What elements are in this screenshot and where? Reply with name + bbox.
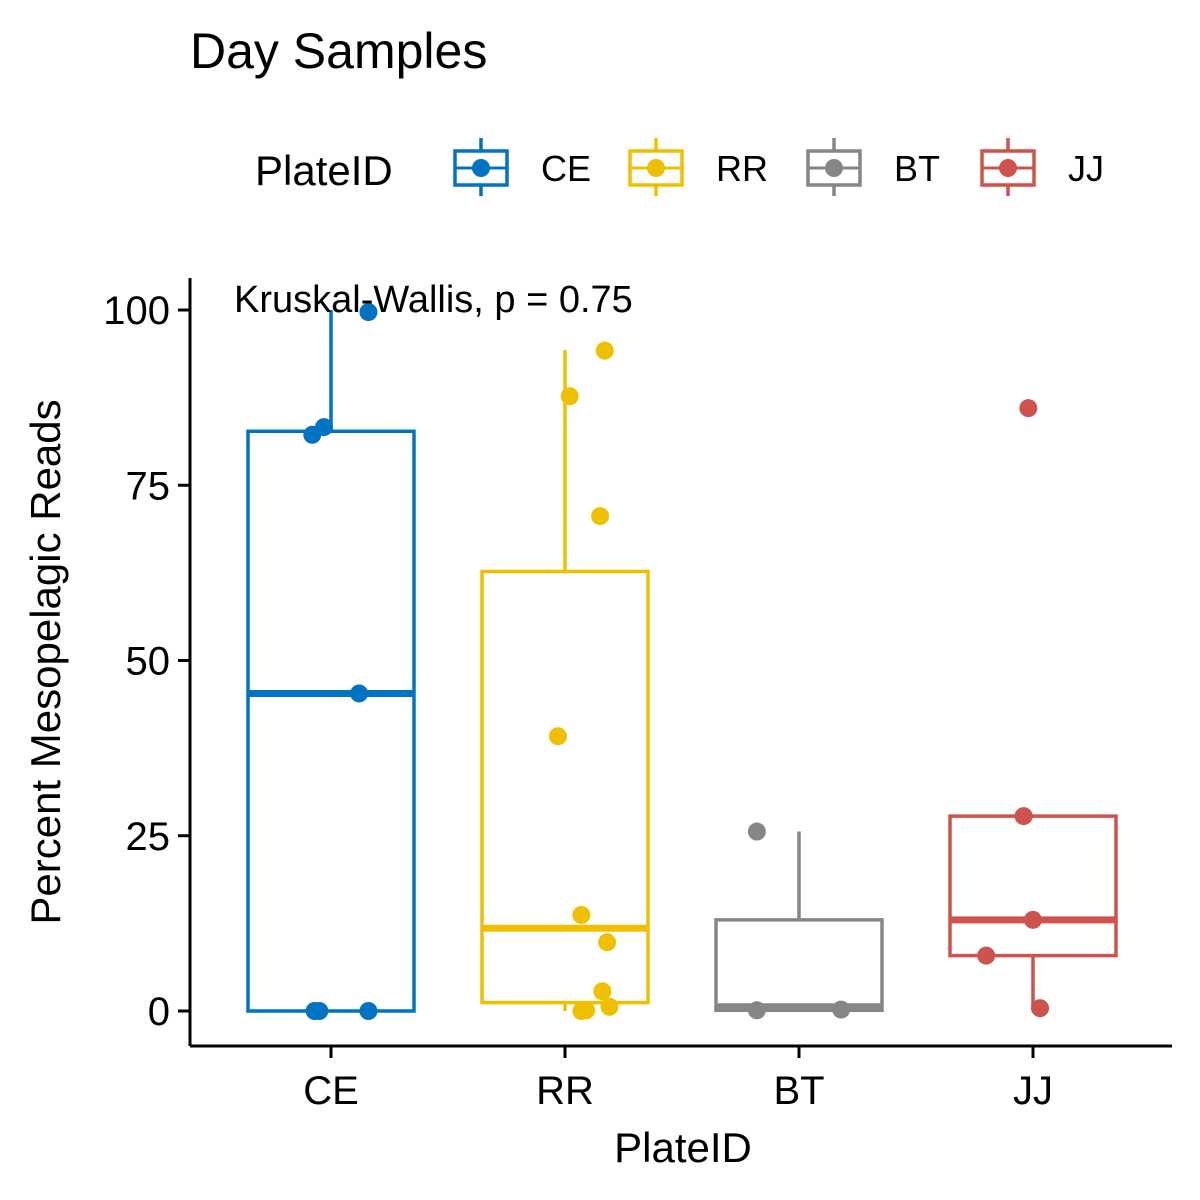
- y-tick-label: 75: [126, 464, 171, 508]
- y-tick-label: 100: [103, 289, 170, 333]
- legend-item-rr: RR: [628, 138, 768, 196]
- data-point: [595, 341, 614, 360]
- data-point: [359, 303, 378, 322]
- data-point: [747, 822, 766, 841]
- chart-title: Day Samples: [190, 23, 487, 79]
- legend-label: JJ: [1068, 148, 1104, 189]
- y-tick-label: 25: [126, 815, 171, 859]
- data-point: [314, 418, 333, 437]
- legend-label: CE: [541, 148, 591, 189]
- data-point: [1014, 807, 1033, 826]
- data-point: [832, 1000, 851, 1019]
- data-point: [1031, 999, 1050, 1018]
- data-point: [359, 1002, 378, 1020]
- legend-items: CE RR BT JJ: [453, 138, 1104, 196]
- box-group-jj: [948, 399, 1118, 1018]
- box: [480, 569, 650, 1005]
- data-point: [600, 997, 619, 1016]
- data-point: [747, 1001, 766, 1020]
- kruskal-wallis-annotation: Kruskal-Wallis, p = 0.75: [234, 279, 633, 321]
- box: [714, 918, 884, 1013]
- legend-point: [647, 159, 665, 177]
- legend-item-ce: CE: [453, 138, 591, 196]
- legend-point: [472, 159, 490, 177]
- data-point: [577, 1001, 596, 1020]
- data-point: [1024, 910, 1042, 929]
- box-group-rr: [480, 341, 650, 1020]
- x-axis-title: PlateID: [614, 1124, 752, 1171]
- legend-item-jj: JJ: [980, 138, 1104, 196]
- legend-label: RR: [716, 148, 768, 189]
- legend-point: [825, 159, 843, 177]
- data-point: [977, 946, 996, 965]
- data-point: [350, 684, 369, 703]
- y-axis-title: Percent Mesopelagic Reads: [22, 399, 69, 924]
- data-point: [598, 933, 617, 952]
- legend-point: [999, 159, 1017, 177]
- box-group-bt: [714, 822, 884, 1020]
- data-point: [548, 727, 567, 746]
- data-point: [572, 905, 591, 924]
- data-point: [591, 507, 610, 526]
- x-tick-label: BT: [773, 1069, 824, 1113]
- x-tick-label: RR: [536, 1069, 594, 1113]
- plot-area: 0 25 50 75 100 CE RR BT JJ: [103, 278, 1172, 1113]
- data-point: [593, 982, 612, 1001]
- box-group-ce: [246, 303, 416, 1020]
- legend-item-bt: BT: [806, 138, 940, 196]
- legend-title: PlateID: [255, 147, 393, 194]
- y-tick-label: 50: [126, 640, 171, 684]
- y-tick-label: 0: [148, 990, 170, 1034]
- x-tick-label: JJ: [1013, 1069, 1053, 1113]
- data-point: [310, 1002, 329, 1020]
- legend-label: BT: [894, 148, 940, 189]
- legend: PlateID CE RR BT JJ: [255, 138, 1104, 196]
- box: [246, 429, 416, 1013]
- box: [948, 814, 1118, 958]
- data-point: [560, 387, 579, 406]
- data-point: [1019, 399, 1038, 418]
- x-tick-label: CE: [303, 1069, 359, 1113]
